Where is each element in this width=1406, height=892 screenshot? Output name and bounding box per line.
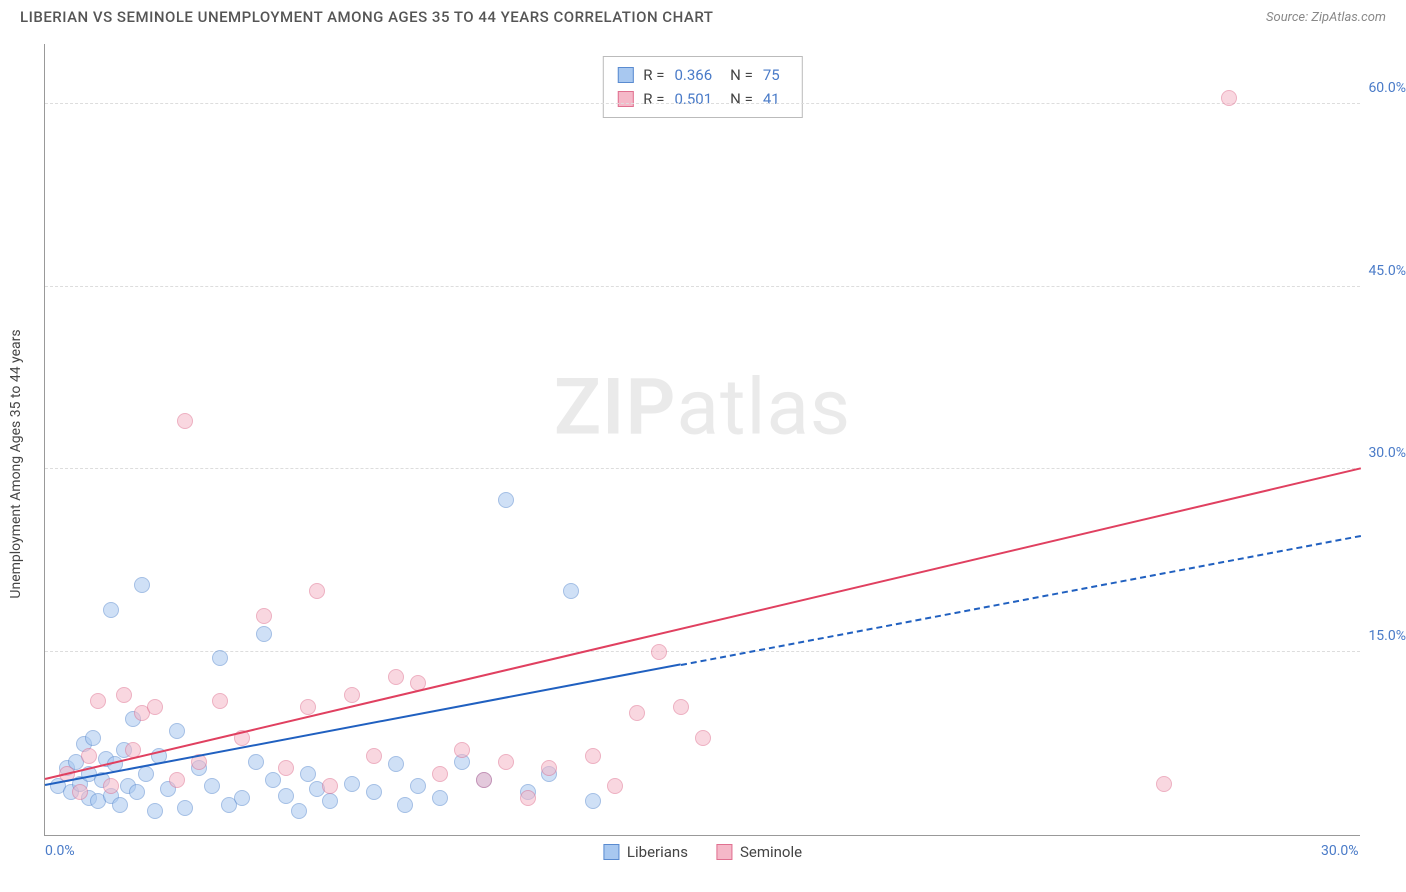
legend-label: Seminole	[740, 843, 802, 861]
watermark: ZIPatlas	[554, 362, 851, 453]
data-point	[300, 766, 316, 782]
legend-item: Seminole	[716, 843, 802, 861]
chart-container: Unemployment Among Ages 35 to 44 years Z…	[0, 34, 1406, 892]
data-point	[432, 766, 448, 782]
data-point	[147, 699, 163, 715]
source-attribution: Source: ZipAtlas.com	[1266, 10, 1386, 25]
stats-row: R = 0.366 N = 75	[617, 63, 787, 87]
data-point	[234, 790, 250, 806]
data-point	[177, 413, 193, 429]
y-axis-label: Unemployment Among Ages 35 to 44 years	[8, 329, 24, 598]
swatch-icon	[603, 844, 619, 860]
data-point	[1221, 90, 1237, 106]
trend-line	[45, 664, 681, 787]
data-point	[520, 790, 536, 806]
legend-label: Liberians	[627, 843, 688, 861]
data-point	[607, 778, 623, 794]
y-tick-label: 30.0%	[1368, 445, 1406, 461]
data-point	[112, 797, 128, 813]
swatch-icon	[716, 844, 732, 860]
y-tick-label: 45.0%	[1368, 263, 1406, 279]
data-point	[629, 705, 645, 721]
n-value: 75	[763, 63, 780, 87]
data-point	[585, 793, 601, 809]
data-point	[212, 693, 228, 709]
r-value: 0.501	[674, 87, 712, 111]
data-point	[204, 778, 220, 794]
data-point	[256, 626, 272, 642]
trend-line	[681, 535, 1361, 666]
data-point	[366, 748, 382, 764]
data-point	[103, 602, 119, 618]
legend: Liberians Seminole	[603, 843, 802, 861]
swatch-icon	[617, 67, 633, 83]
data-point	[476, 772, 492, 788]
data-point	[248, 754, 264, 770]
data-point	[410, 778, 426, 794]
data-point	[103, 778, 119, 794]
data-point	[138, 766, 154, 782]
data-point	[695, 730, 711, 746]
data-point	[291, 803, 307, 819]
data-point	[147, 803, 163, 819]
data-point	[300, 699, 316, 715]
x-tick-label: 0.0%	[45, 843, 75, 859]
stats-row: R = 0.501 N = 41	[617, 87, 787, 111]
n-label: N =	[730, 87, 753, 111]
data-point	[651, 644, 667, 660]
r-label: R =	[643, 63, 664, 87]
y-tick-label: 15.0%	[1368, 628, 1406, 644]
data-point	[366, 784, 382, 800]
data-point	[322, 778, 338, 794]
data-point	[541, 760, 557, 776]
data-point	[673, 699, 689, 715]
data-point	[116, 687, 132, 703]
chart-title: LIBERIAN VS SEMINOLE UNEMPLOYMENT AMONG …	[20, 8, 713, 26]
data-point	[278, 788, 294, 804]
data-point	[498, 754, 514, 770]
data-point	[81, 748, 97, 764]
y-tick-label: 60.0%	[1368, 80, 1406, 96]
data-point	[265, 772, 281, 788]
x-tick-label: 30.0%	[1321, 843, 1359, 859]
data-point	[498, 492, 514, 508]
plot-area: ZIPatlas R = 0.366 N = 75 R = 0.501 N = …	[44, 44, 1360, 836]
data-point	[563, 583, 579, 599]
swatch-icon	[617, 91, 633, 107]
data-point	[322, 793, 338, 809]
r-value: 0.366	[674, 63, 712, 87]
data-point	[309, 583, 325, 599]
n-label: N =	[730, 63, 753, 87]
gridline	[45, 103, 1360, 104]
gridline	[45, 286, 1360, 287]
data-point	[72, 784, 88, 800]
data-point	[344, 687, 360, 703]
n-value: 41	[763, 87, 780, 111]
data-point	[454, 742, 470, 758]
data-point	[432, 790, 448, 806]
r-label: R =	[643, 87, 664, 111]
data-point	[585, 748, 601, 764]
data-point	[85, 730, 101, 746]
data-point	[169, 723, 185, 739]
data-point	[397, 797, 413, 813]
gridline	[45, 468, 1360, 469]
data-point	[256, 608, 272, 624]
data-point	[388, 669, 404, 685]
data-point	[1156, 776, 1172, 792]
data-point	[129, 784, 145, 800]
legend-item: Liberians	[603, 843, 688, 861]
data-point	[134, 577, 150, 593]
data-point	[278, 760, 294, 776]
gridline	[45, 651, 1360, 652]
data-point	[344, 776, 360, 792]
data-point	[177, 800, 193, 816]
data-point	[212, 650, 228, 666]
data-point	[169, 772, 185, 788]
data-point	[90, 693, 106, 709]
correlation-stats-box: R = 0.366 N = 75 R = 0.501 N = 41	[602, 56, 802, 118]
data-point	[388, 756, 404, 772]
